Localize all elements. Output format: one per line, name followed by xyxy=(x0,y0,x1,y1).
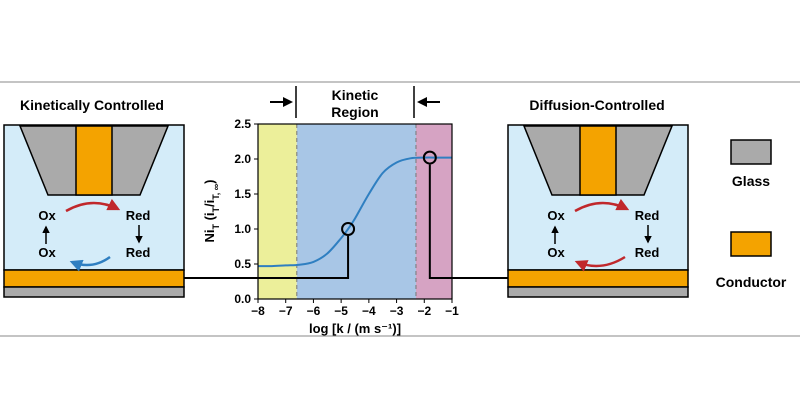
right-ox-top: Ox xyxy=(547,208,565,223)
y-tick-label: 1.0 xyxy=(234,222,251,236)
y-tick-label: 0.0 xyxy=(234,292,251,306)
right-red-arrow-top xyxy=(574,198,630,213)
right-substrate-glass xyxy=(507,286,689,298)
chart-markers xyxy=(341,150,437,236)
x-tick-label: −3 xyxy=(390,304,404,318)
left-substrate-conductor xyxy=(3,269,185,288)
region-pink xyxy=(415,124,452,299)
left-substrate-glass xyxy=(3,286,185,298)
right-red-arrow-bottom xyxy=(574,255,626,272)
y-tick-label: 0.5 xyxy=(234,257,251,271)
data-marker-2 xyxy=(422,150,437,165)
region-label-line2: Region xyxy=(331,104,378,120)
region-label-line1: Kinetic xyxy=(332,87,379,103)
connectors xyxy=(184,164,508,279)
x-tick-label: −4 xyxy=(362,304,376,318)
y-ticks: 0.0 0.5 1.0 1.5 2.0 2.5 xyxy=(234,117,258,306)
left-panel: Kinetically Controlled Ox Red Ox Red xyxy=(3,97,185,298)
chart-regions xyxy=(258,124,452,299)
y-tick-label: 2.5 xyxy=(234,117,251,131)
legend: Glass Conductor xyxy=(716,139,787,290)
right-red-bottom: Red xyxy=(635,245,660,260)
right-panel-title: Diffusion-Controlled xyxy=(529,97,664,113)
y-axis-label: NiT (iT/iT, ∞) xyxy=(202,179,221,242)
connector-right xyxy=(428,164,508,279)
x-tick-label: −2 xyxy=(417,304,431,318)
x-tick-label: −8 xyxy=(251,304,265,318)
right-ox-bottom: Ox xyxy=(547,245,565,260)
x-tick-label: −7 xyxy=(279,304,293,318)
connector-left xyxy=(184,236,350,279)
y-tick-label: 1.5 xyxy=(234,187,251,201)
chart-boundaries xyxy=(296,124,417,299)
x-tick-label: −5 xyxy=(334,304,348,318)
left-ox-top: Ox xyxy=(38,208,56,223)
legend-glass-label: Glass xyxy=(732,173,770,189)
right-red-top: Red xyxy=(635,208,660,223)
plot-frame xyxy=(257,123,453,300)
legend-glass-swatch xyxy=(730,139,772,165)
left-blue-arrow xyxy=(69,255,111,272)
x-axis-label: log [k / (m s⁻¹)] xyxy=(309,321,401,336)
left-red-bottom: Red xyxy=(126,245,151,260)
data-marker-1 xyxy=(341,222,356,236)
chart: −8 −7 −6 −5 −4 −3 −2 −1 0.0 0.5 1.0 1.5 2.0 2.5 Kine… xyxy=(184,86,508,336)
region-blue xyxy=(296,124,416,299)
y-tick-label: 2.0 xyxy=(234,152,251,166)
x-ticks: −8 −7 −6 −5 −4 −3 −2 −1 xyxy=(251,299,459,318)
x-tick-label: −1 xyxy=(445,304,459,318)
right-panel: Diffusion-Controlled Ox Red Ox Red xyxy=(507,97,689,298)
left-red-top: Red xyxy=(126,208,151,223)
region-yellow xyxy=(258,124,297,299)
left-ox-bottom: Ox xyxy=(38,245,56,260)
left-panel-title: Kinetically Controlled xyxy=(20,97,164,113)
legend-conductor-label: Conductor xyxy=(716,274,787,290)
right-substrate-conductor xyxy=(507,269,689,288)
right-tip-conductor xyxy=(579,125,617,196)
legend-conductor-swatch xyxy=(730,231,772,257)
x-tick-label: −6 xyxy=(307,304,321,318)
left-tip-conductor xyxy=(75,125,113,196)
left-red-arrow xyxy=(65,198,121,213)
